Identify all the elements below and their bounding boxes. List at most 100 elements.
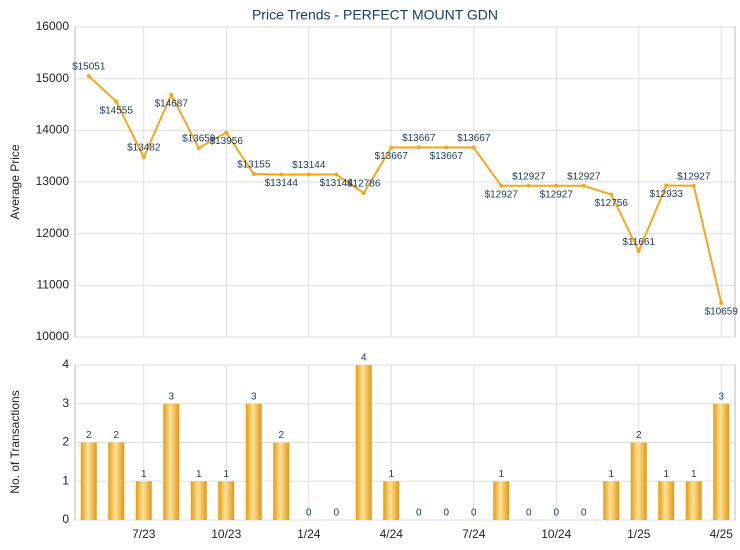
bar bbox=[135, 481, 152, 520]
value-label: 0 bbox=[306, 508, 312, 519]
y-tick-label: 13000 bbox=[36, 174, 70, 188]
point bbox=[279, 172, 284, 177]
value-label: 1 bbox=[608, 469, 614, 480]
y-tick-label: 15000 bbox=[36, 71, 70, 85]
y-tick-label: 10000 bbox=[36, 329, 70, 343]
y-axis-label: Average Price bbox=[8, 144, 22, 219]
bar bbox=[163, 403, 180, 520]
x-tick-label: 10/24 bbox=[541, 527, 571, 541]
point bbox=[361, 191, 366, 196]
point bbox=[196, 145, 201, 150]
bar bbox=[80, 442, 97, 520]
value-label: $13667 bbox=[402, 133, 436, 144]
value-label: 2 bbox=[86, 430, 92, 441]
value-label: $12927 bbox=[567, 171, 601, 182]
chart-title: Price Trends - PERFECT MOUNT GDN bbox=[252, 7, 498, 23]
value-label: 0 bbox=[333, 508, 339, 519]
value-label: $13144 bbox=[320, 178, 354, 189]
value-label: 0 bbox=[581, 508, 587, 519]
bar bbox=[603, 481, 620, 520]
x-tick-label: 4/25 bbox=[710, 527, 734, 541]
point bbox=[471, 145, 476, 150]
point bbox=[306, 172, 311, 177]
bar bbox=[630, 442, 647, 520]
y-tick-label: 1 bbox=[62, 473, 69, 487]
value-label: $11661 bbox=[622, 237, 655, 248]
point bbox=[416, 145, 421, 150]
point bbox=[664, 183, 669, 188]
point bbox=[691, 183, 696, 188]
y-tick-label: 16000 bbox=[36, 19, 70, 33]
x-tick-label: 10/23 bbox=[211, 527, 241, 541]
point bbox=[86, 74, 91, 79]
value-label: $12927 bbox=[540, 189, 574, 200]
value-label: $13659 bbox=[182, 134, 216, 145]
value-label: $12786 bbox=[347, 179, 381, 190]
value-label: 3 bbox=[251, 391, 257, 402]
value-label: $12927 bbox=[485, 189, 519, 200]
point bbox=[141, 155, 146, 160]
value-label: $13667 bbox=[430, 151, 464, 162]
y-tick-label: 2 bbox=[62, 435, 69, 449]
value-label: $12756 bbox=[595, 198, 629, 209]
point bbox=[251, 171, 256, 176]
value-label: $15051 bbox=[72, 62, 106, 73]
value-label: 0 bbox=[553, 508, 559, 519]
value-label: $13144 bbox=[265, 178, 299, 189]
point bbox=[169, 92, 174, 97]
bar bbox=[190, 481, 207, 520]
y-tick-label: 0 bbox=[62, 512, 69, 526]
value-label: 0 bbox=[443, 508, 449, 519]
bar bbox=[713, 403, 730, 520]
value-label: 1 bbox=[691, 469, 697, 480]
x-tick-label: 1/24 bbox=[297, 527, 321, 541]
point bbox=[334, 172, 339, 177]
value-label: 0 bbox=[471, 508, 477, 519]
x-tick-label: 1/25 bbox=[627, 527, 651, 541]
price-line bbox=[88, 75, 723, 304]
value-label: $13956 bbox=[210, 136, 244, 147]
point bbox=[554, 183, 559, 188]
value-label: 1 bbox=[498, 469, 504, 480]
y-tick-label: 14000 bbox=[36, 123, 70, 137]
value-label: $12927 bbox=[512, 171, 546, 182]
bar bbox=[273, 442, 290, 520]
value-label: 3 bbox=[718, 391, 724, 402]
point bbox=[581, 183, 586, 188]
value-label: $13155 bbox=[237, 160, 271, 171]
point bbox=[444, 145, 449, 150]
bar bbox=[493, 481, 510, 520]
point bbox=[719, 300, 724, 305]
value-label: 2 bbox=[278, 430, 284, 441]
point bbox=[609, 192, 614, 197]
value-label: $12933 bbox=[650, 189, 684, 200]
value-label: 0 bbox=[526, 508, 532, 519]
point bbox=[224, 130, 229, 135]
value-label: 1 bbox=[141, 469, 147, 480]
bar bbox=[383, 481, 400, 520]
y-tick-label: 11000 bbox=[37, 278, 70, 292]
y-tick-label: 4 bbox=[62, 357, 69, 371]
value-label: 2 bbox=[113, 430, 119, 441]
value-label: $12927 bbox=[677, 171, 711, 182]
value-label: $13482 bbox=[127, 143, 161, 154]
value-label: 3 bbox=[168, 391, 174, 402]
bar bbox=[658, 481, 675, 520]
bar bbox=[355, 365, 372, 520]
value-label: 2 bbox=[636, 430, 642, 441]
point bbox=[389, 145, 394, 150]
x-tick-label: 4/24 bbox=[380, 527, 404, 541]
y-tick-label: 3 bbox=[62, 396, 69, 410]
point bbox=[499, 183, 504, 188]
bar bbox=[108, 442, 125, 520]
value-label: 1 bbox=[663, 469, 669, 480]
point bbox=[636, 249, 641, 254]
bar bbox=[245, 403, 262, 520]
value-label: 0 bbox=[416, 508, 422, 519]
value-label: $14555 bbox=[100, 105, 134, 116]
value-label: $13667 bbox=[375, 151, 409, 162]
value-label: 1 bbox=[223, 469, 229, 480]
y-tick-label: 12000 bbox=[36, 226, 70, 240]
value-label: $13667 bbox=[457, 133, 491, 144]
